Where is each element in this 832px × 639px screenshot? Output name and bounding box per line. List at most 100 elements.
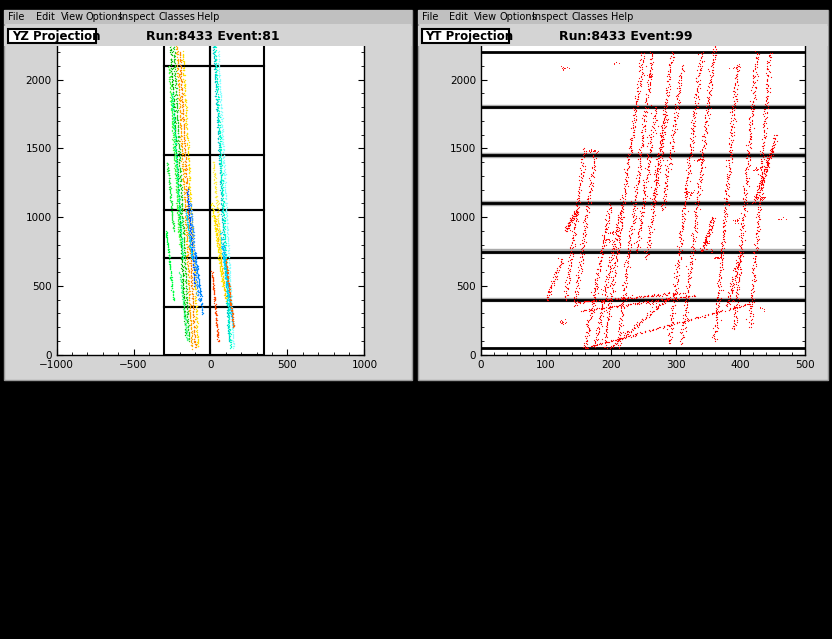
Point (177, 243, 191, 253)
Point (666, 332, 679, 342)
Point (613, 333, 626, 343)
Point (185, 328, 198, 338)
Point (587, 340, 601, 350)
Point (215, 203, 229, 213)
Point (702, 66, 716, 76)
Point (209, 54, 222, 64)
Point (744, 311, 757, 321)
Point (165, 206, 178, 216)
Point (663, 64, 676, 74)
Point (169, 184, 182, 194)
Point (584, 287, 597, 297)
Point (225, 312, 239, 322)
Point (186, 293, 199, 304)
Point (634, 48, 647, 58)
Point (580, 305, 593, 315)
Point (744, 127, 757, 137)
Point (642, 85, 656, 95)
Point (225, 302, 238, 312)
Point (582, 314, 596, 325)
Point (648, 197, 661, 207)
Point (556, 258, 569, 268)
Point (206, 198, 219, 208)
Point (701, 96, 715, 106)
Point (222, 300, 235, 310)
Point (602, 277, 615, 287)
Point (191, 279, 204, 289)
Point (663, 137, 676, 147)
Point (640, 174, 653, 185)
Point (640, 61, 653, 71)
Point (182, 298, 196, 308)
Point (641, 291, 654, 301)
Point (558, 291, 572, 301)
Point (750, 194, 764, 204)
Point (175, 198, 188, 208)
Point (627, 125, 641, 135)
Point (602, 309, 616, 319)
Point (626, 130, 639, 140)
Bar (165, 210, 210, 258)
Point (208, 172, 221, 182)
Point (625, 227, 638, 238)
Point (191, 330, 204, 340)
Point (174, 206, 187, 217)
Point (215, 158, 228, 168)
Point (750, 59, 763, 70)
Point (655, 140, 668, 150)
Point (746, 88, 760, 98)
Point (173, 208, 186, 218)
Point (172, 160, 186, 170)
Point (186, 244, 199, 254)
Point (177, 119, 191, 130)
Point (219, 273, 232, 283)
Point (769, 130, 782, 140)
Point (562, 218, 575, 228)
Point (190, 262, 203, 272)
Point (177, 134, 191, 144)
Point (612, 231, 626, 242)
Point (694, 176, 707, 186)
Point (210, 318, 223, 328)
Point (186, 278, 199, 288)
Point (164, 90, 177, 100)
Point (218, 188, 231, 198)
Point (211, 218, 225, 228)
Point (173, 65, 186, 75)
Point (730, 116, 743, 127)
Point (594, 266, 607, 276)
Point (217, 243, 230, 253)
Point (756, 173, 770, 183)
Point (669, 293, 682, 304)
Point (599, 293, 612, 304)
Point (634, 226, 647, 236)
Point (185, 333, 198, 343)
Point (588, 144, 602, 155)
Point (757, 192, 770, 202)
Point (169, 136, 182, 146)
Point (732, 253, 745, 263)
Point (700, 240, 713, 250)
Point (763, 145, 776, 155)
Point (659, 100, 672, 110)
Point (177, 233, 191, 243)
Point (733, 255, 746, 265)
Point (643, 72, 656, 82)
Point (168, 131, 181, 141)
Point (213, 134, 226, 144)
Point (730, 315, 743, 325)
Point (220, 298, 233, 308)
Point (606, 244, 619, 254)
Point (695, 63, 708, 73)
Point (190, 304, 203, 314)
Point (760, 76, 774, 86)
Point (685, 264, 698, 274)
Point (176, 142, 189, 152)
Point (621, 158, 634, 168)
Point (654, 151, 667, 161)
Point (638, 126, 651, 136)
Point (215, 194, 229, 204)
Point (561, 62, 574, 72)
Point (181, 217, 194, 227)
Point (219, 198, 232, 208)
